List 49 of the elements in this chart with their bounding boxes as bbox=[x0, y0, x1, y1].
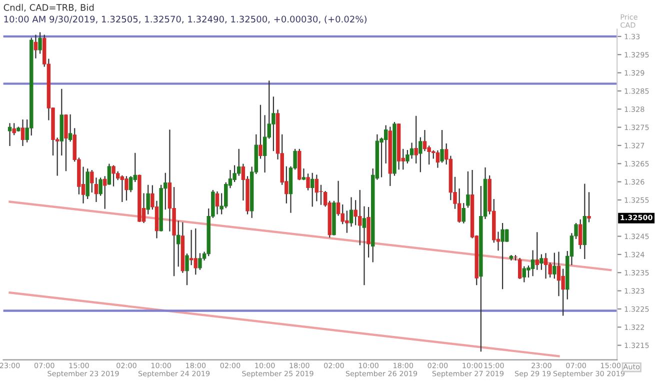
candlestick bbox=[34, 34, 38, 58]
candlestick bbox=[310, 172, 314, 207]
candlestick bbox=[189, 230, 194, 266]
candlestick bbox=[68, 114, 72, 142]
candlestick bbox=[198, 253, 202, 270]
candlestick bbox=[86, 168, 90, 200]
candlestick bbox=[302, 168, 306, 180]
candlestick bbox=[544, 253, 548, 279]
candlestick bbox=[20, 119, 25, 146]
candlestick bbox=[422, 130, 427, 152]
candlestick bbox=[345, 210, 349, 233]
candlestick bbox=[314, 174, 319, 202]
candlestick bbox=[587, 192, 591, 222]
candlestick bbox=[500, 223, 504, 290]
candlestick bbox=[414, 116, 418, 164]
candlestick bbox=[107, 164, 112, 185]
candlestick bbox=[262, 115, 267, 173]
candlestick bbox=[185, 254, 189, 286]
candlestick bbox=[514, 254, 518, 260]
candlestick bbox=[535, 232, 539, 270]
candlestick bbox=[530, 250, 535, 276]
candlestick bbox=[194, 228, 198, 275]
candlestick bbox=[215, 191, 220, 214]
candlestick bbox=[410, 142, 414, 159]
candlestick bbox=[103, 176, 107, 209]
chart-subtitle: 10:00 AM 9/30/2019, 1.32505, 1.32570, 1.32490, 1.32500, +0.00030, (+0.02%) bbox=[4, 16, 366, 24]
candlestick bbox=[272, 96, 276, 152]
candlestick bbox=[349, 197, 354, 227]
candlestick bbox=[128, 176, 133, 192]
candlestick bbox=[522, 266, 526, 282]
candlestick bbox=[540, 254, 544, 270]
candlestick bbox=[8, 123, 12, 146]
candlestick bbox=[457, 188, 462, 223]
candlestick bbox=[258, 104, 262, 159]
candlestick bbox=[176, 220, 180, 267]
candlestick bbox=[384, 125, 388, 164]
candlestick bbox=[578, 219, 582, 249]
candlestick bbox=[556, 252, 561, 296]
candlestick bbox=[462, 203, 466, 224]
candlestick bbox=[124, 176, 128, 201]
candlestick bbox=[518, 258, 522, 279]
candlestick bbox=[64, 114, 68, 172]
candlestick bbox=[362, 206, 366, 286]
candlestick bbox=[436, 150, 440, 168]
candlestick bbox=[466, 171, 470, 208]
candlestick bbox=[552, 252, 556, 279]
candlestick bbox=[112, 165, 116, 186]
candlestick bbox=[120, 175, 124, 202]
chart-title: Cndl, CAD=TRB, Bid bbox=[4, 4, 94, 12]
